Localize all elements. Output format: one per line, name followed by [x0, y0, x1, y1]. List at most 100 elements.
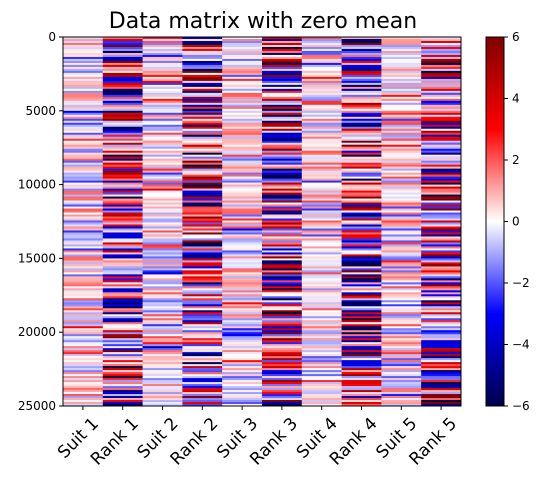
heatmap-cell: [142, 118, 183, 122]
heatmap-cell: [341, 270, 382, 273]
heatmap-cell: [262, 290, 303, 293]
colorbar-tick-label: 2: [512, 153, 520, 167]
heatmap-cell: [262, 60, 303, 64]
heatmap-cell: [63, 372, 104, 375]
heatmap-cell: [102, 216, 143, 219]
heatmap-cell: [102, 242, 143, 245]
heatmap-cell: [222, 48, 263, 52]
heatmap-cell: [102, 380, 143, 383]
heatmap-cell: [63, 378, 104, 381]
heatmap-cell: [63, 130, 104, 134]
heatmap-cell: [341, 378, 382, 381]
heatmap-cell: [301, 150, 342, 153]
heatmap-cell: [102, 62, 143, 66]
heatmap-cell: [341, 246, 382, 249]
heatmap-cell: [341, 154, 382, 157]
heatmap-cell: [341, 330, 382, 333]
heatmap-cell: [63, 92, 104, 96]
heatmap-cell: [421, 96, 462, 100]
heatmap-cell: [142, 92, 183, 96]
heatmap-cell: [262, 228, 303, 231]
heatmap-cell: [63, 54, 104, 58]
heatmap-cell: [381, 312, 422, 315]
heatmap-cell: [222, 256, 263, 259]
heatmap-cell: [182, 258, 223, 261]
heatmap-cell: [262, 144, 303, 147]
heatmap-cell: [421, 360, 462, 363]
heatmap-cell: [262, 180, 303, 183]
heatmap-cell: [222, 264, 263, 267]
heatmap-cell: [102, 56, 143, 60]
heatmap-cell: [102, 266, 143, 269]
heatmap-cell: [102, 148, 143, 151]
heatmap-cell: [301, 114, 342, 118]
heatmap-cell: [222, 194, 263, 197]
heatmap-cell: [421, 204, 462, 207]
heatmap-cell: [301, 252, 342, 255]
heatmap-cell: [421, 336, 462, 339]
heatmap-cell: [341, 384, 382, 387]
heatmap-cell: [381, 248, 422, 251]
colorbar-tick-label: 6: [512, 30, 520, 44]
heatmap-cell: [102, 322, 143, 325]
heatmap-cell: [222, 294, 263, 297]
heatmap-cell: [142, 352, 183, 355]
heatmap-cell: [341, 116, 382, 120]
heatmap-cell: [222, 224, 263, 227]
heatmap-cell: [262, 252, 303, 255]
heatmap-cell: [341, 82, 382, 86]
heatmap-cell: [102, 122, 143, 126]
heatmap-cell: [381, 306, 422, 309]
heatmap-cell: [301, 216, 342, 219]
heatmap-cell: [102, 194, 143, 197]
heatmap-cell: [182, 44, 223, 48]
heatmap-cell: [381, 236, 422, 239]
heatmap-cell: [381, 322, 422, 325]
heatmap-cell: [301, 382, 342, 385]
heatmap-cell: [421, 82, 462, 86]
heatmap-cell: [102, 400, 143, 403]
heatmap-cell: [301, 210, 342, 213]
heatmap-cell: [142, 234, 183, 237]
heatmap-cell: [262, 254, 303, 257]
heatmap-cell: [222, 38, 263, 42]
heatmap-cell: [341, 398, 382, 401]
heatmap-cell: [222, 258, 263, 261]
heatmap-cell: [142, 308, 183, 311]
heatmap-cell: [222, 352, 263, 355]
heatmap-cell: [182, 158, 223, 161]
heatmap-cell: [142, 324, 183, 327]
heatmap-cell: [381, 396, 422, 399]
heatmap-cell: [421, 250, 462, 253]
heatmap-cell: [421, 390, 462, 393]
heatmap-cell: [63, 394, 104, 397]
heatmap-cell: [262, 360, 303, 363]
heatmap-cell: [63, 150, 104, 153]
heatmap-cell: [381, 222, 422, 225]
heatmap-cell: [421, 258, 462, 261]
heatmap-cell: [142, 240, 183, 243]
heatmap-cell: [182, 48, 223, 52]
heatmap-cell: [182, 120, 223, 124]
heatmap-cell: [381, 192, 422, 195]
heatmap-cell: [182, 256, 223, 259]
heatmap-cell: [102, 308, 143, 311]
heatmap-cell: [142, 314, 183, 317]
heatmap-cell: [222, 108, 263, 112]
heatmap-cell: [182, 280, 223, 283]
heatmap-cell: [63, 46, 104, 50]
heatmap-cell: [222, 326, 263, 329]
heatmap-cell: [262, 130, 303, 134]
heatmap-cell: [142, 272, 183, 275]
heatmap-cell: [63, 404, 104, 407]
heatmap-cell: [142, 56, 183, 60]
heatmap-cell: [421, 356, 462, 359]
heatmap-cell: [381, 394, 422, 397]
heatmap-cell: [421, 200, 462, 203]
heatmap-cell: [301, 124, 342, 128]
heatmap-cell: [63, 390, 104, 393]
heatmap-cell: [421, 378, 462, 381]
heatmap-cell: [381, 296, 422, 299]
heatmap-cell: [222, 182, 263, 185]
